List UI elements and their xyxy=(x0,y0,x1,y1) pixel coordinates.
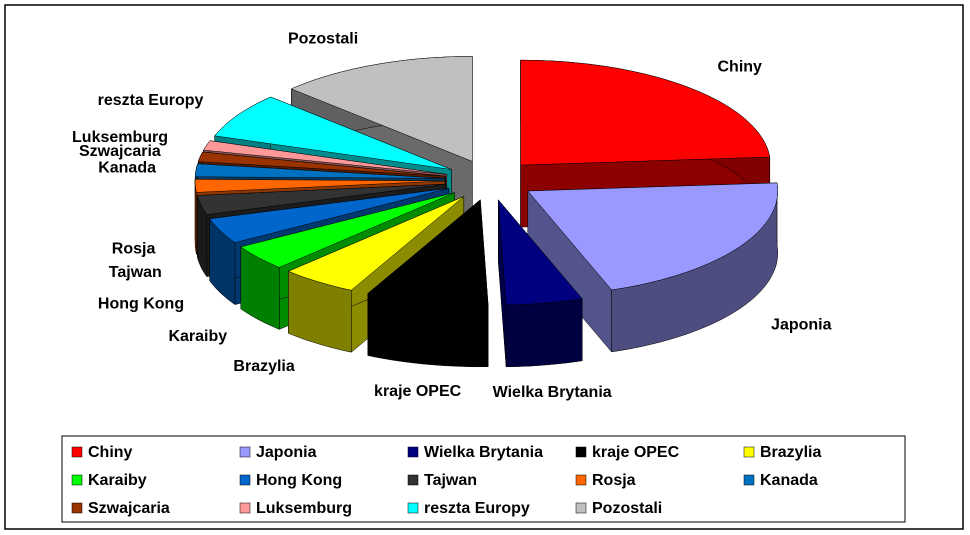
legend-swatch xyxy=(743,474,755,486)
legend-swatch xyxy=(407,474,419,486)
slice-top xyxy=(520,59,771,166)
legend-label: Luksemburg xyxy=(256,500,352,517)
slice-top xyxy=(240,192,455,268)
slice-top xyxy=(497,199,583,306)
legend-label: Japonia xyxy=(256,444,317,461)
legend-label: Tajwan xyxy=(424,472,477,489)
slice-label: Brazylia xyxy=(233,358,294,375)
slice-top xyxy=(287,196,464,291)
slice-label: Luksemburg xyxy=(72,129,168,146)
slice-top xyxy=(290,56,473,162)
slice-label: Tajwan xyxy=(109,264,162,281)
legend-label: Pozostali xyxy=(592,500,662,517)
legend-swatch xyxy=(239,474,251,486)
legend-swatch xyxy=(407,502,419,514)
pie xyxy=(194,56,779,368)
legend-label: reszta Europy xyxy=(424,500,530,517)
slice-top xyxy=(194,163,446,179)
slice-label: Szwajcaria xyxy=(79,143,161,160)
slice-label: Wielka Brytania xyxy=(493,384,612,401)
slice-top xyxy=(197,183,446,215)
legend-label: kraje OPEC xyxy=(592,444,680,461)
legend-swatch xyxy=(575,446,587,458)
slice-label: Hong Kong xyxy=(98,296,184,313)
slice-top xyxy=(209,188,449,243)
slice-label: kraje OPEC xyxy=(374,383,462,400)
legend-swatch xyxy=(71,446,83,458)
slice xyxy=(497,199,583,368)
legend-label: Brazylia xyxy=(760,444,821,461)
legend-swatch xyxy=(71,474,83,486)
slice-label: Chiny xyxy=(717,59,762,76)
slice-top xyxy=(367,199,489,306)
legend-swatch xyxy=(407,446,419,458)
legend: Chiny Japonia Wielka Brytania kraje OPEC Bra… xyxy=(71,444,821,517)
legend-label: Kanada xyxy=(760,472,818,489)
legend-swatch xyxy=(743,446,755,458)
legend-swatch xyxy=(239,502,251,514)
legend-box xyxy=(61,435,906,523)
slice-top xyxy=(197,151,446,177)
legend-label: Szwajcaria xyxy=(88,500,170,517)
slice-top xyxy=(203,140,447,175)
legend-label: Wielka Brytania xyxy=(424,444,543,461)
slice xyxy=(367,199,489,368)
legend-label: Chiny xyxy=(88,444,133,461)
legend-swatch xyxy=(575,502,587,514)
legend-label: Karaiby xyxy=(88,472,147,489)
slice-label: Rosja xyxy=(112,240,156,257)
slice xyxy=(527,182,779,353)
legend-label: Rosja xyxy=(592,472,636,489)
slice-label: Japonia xyxy=(771,317,832,334)
legend-swatch xyxy=(239,446,251,458)
slice-label: Pozostali xyxy=(288,30,358,47)
slice-top xyxy=(527,182,779,291)
slice-label: reszta Europy xyxy=(98,92,204,109)
slice-wall xyxy=(505,298,583,368)
legend-swatch xyxy=(71,502,83,514)
legend-swatch xyxy=(575,474,587,486)
legend-label: Hong Kong xyxy=(256,472,342,489)
slice-label: Kanada xyxy=(98,159,156,176)
slice-top xyxy=(194,179,446,193)
slice-label: Karaiby xyxy=(168,328,227,345)
slice-top xyxy=(214,96,452,170)
